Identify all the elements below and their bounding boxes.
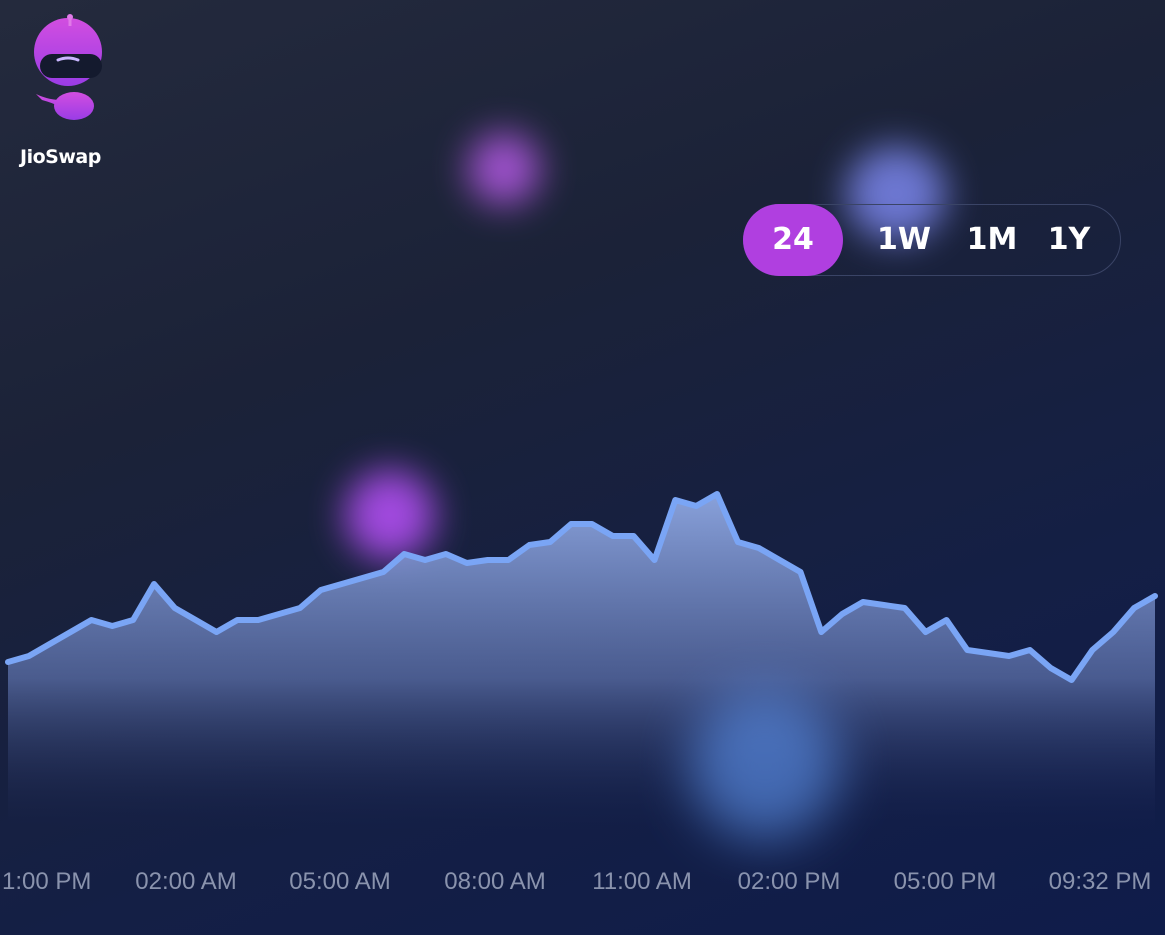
chart-line — [5, 491, 1158, 683]
glow-orb — [345, 470, 435, 560]
chart-area — [8, 494, 1155, 830]
robot-mascot-icon — [34, 14, 102, 120]
tab-1y[interactable]: 1Y — [1047, 222, 1091, 257]
x-tick-label: 02:00 AM — [135, 868, 236, 895]
x-tick-label: 02:00 PM — [738, 868, 841, 895]
x-tick-label: 09:32 PM — [1049, 868, 1152, 895]
x-tick-label: 05:00 AM — [289, 868, 390, 895]
x-tick-label: 05:00 PM — [894, 868, 997, 895]
glow-orb — [468, 133, 540, 205]
tab-1w[interactable]: 1W — [877, 222, 931, 257]
x-tick-label: 1:00 PM — [2, 868, 91, 895]
tab-24h[interactable]: 24 — [743, 204, 843, 276]
glow-orb — [846, 146, 946, 241]
brand-name: JioSwap — [20, 146, 101, 168]
jioswap-logo[interactable]: JioSwap — [20, 14, 116, 168]
time-range-selector: 24 1W 1M 1Y — [743, 204, 1121, 276]
tab-1m[interactable]: 1M — [966, 222, 1018, 257]
x-tick-label: 11:00 AM — [592, 868, 692, 895]
x-axis: 1:00 PM 02:00 AM 05:00 AM 08:00 AM 11:00 AM 0… — [2, 868, 1151, 895]
x-tick-label: 08:00 AM — [444, 868, 545, 895]
glow-orb — [690, 690, 840, 840]
